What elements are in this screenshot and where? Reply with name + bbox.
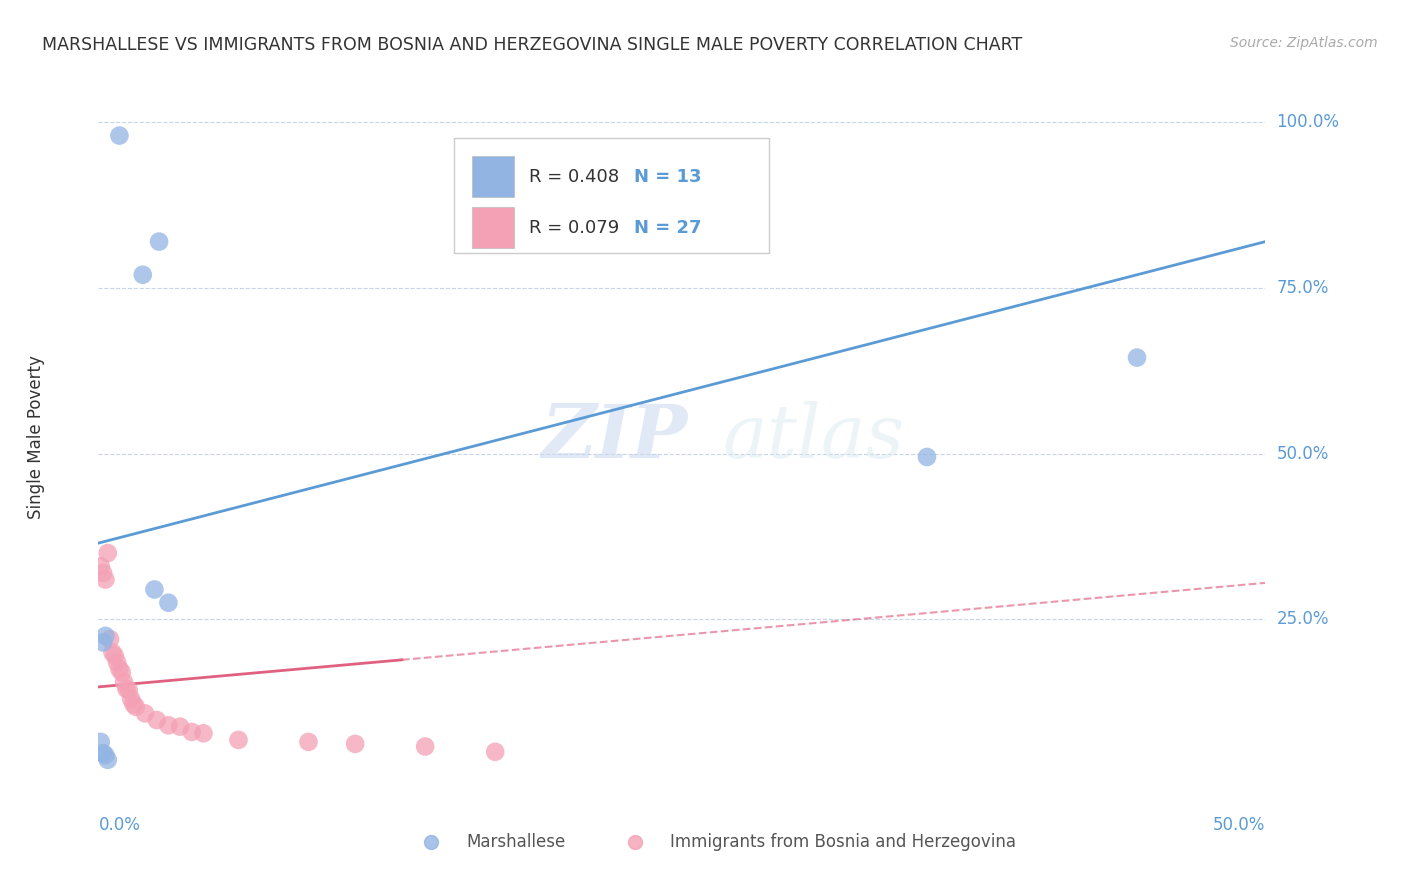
FancyBboxPatch shape [454, 138, 769, 252]
Point [91, 746, 114, 760]
Text: 0.0%: 0.0% [98, 815, 141, 833]
Point [915, 450, 938, 464]
Text: 50.0%: 50.0% [1277, 444, 1329, 463]
Text: R = 0.079: R = 0.079 [529, 219, 619, 236]
Text: Single Male Poverty: Single Male Poverty [27, 355, 45, 519]
Text: Source: ZipAtlas.com: Source: ZipAtlas.com [1230, 36, 1378, 50]
Point [132, 268, 155, 282]
Text: 25.0%: 25.0% [1277, 610, 1329, 628]
Point [169, 720, 191, 734]
Text: 50.0%: 50.0% [1213, 815, 1265, 833]
Text: MARSHALLESE VS IMMIGRANTS FROM BOSNIA AND HERZEGOVINA SINGLE MALE POVERTY CORREL: MARSHALLESE VS IMMIGRANTS FROM BOSNIA AN… [42, 36, 1022, 54]
Point [97, 546, 120, 560]
Point [193, 726, 215, 740]
Point [94, 573, 117, 587]
Point [91, 635, 114, 649]
Point [94, 748, 117, 763]
Point [297, 735, 319, 749]
Point [484, 745, 506, 759]
Point [91, 566, 114, 580]
Point [111, 665, 134, 680]
Point [112, 675, 135, 690]
Point [108, 128, 131, 143]
Point [180, 725, 202, 739]
Text: atlas: atlas [723, 401, 905, 474]
Point [1126, 351, 1149, 365]
Point [122, 697, 145, 711]
Point [115, 681, 138, 696]
Text: N = 27: N = 27 [634, 219, 702, 236]
Point [104, 648, 127, 663]
Point [90, 735, 112, 749]
Text: N = 13: N = 13 [634, 168, 702, 186]
Point [413, 739, 436, 754]
Text: Immigrants from Bosnia and Herzegovina: Immigrants from Bosnia and Herzegovina [671, 833, 1017, 851]
Point [146, 713, 169, 727]
Point [97, 753, 120, 767]
Point [157, 596, 180, 610]
Point [94, 629, 117, 643]
Point [143, 582, 166, 597]
Text: R = 0.408: R = 0.408 [529, 168, 619, 186]
Point [157, 718, 180, 732]
Point [101, 645, 124, 659]
Point [752, 832, 775, 847]
Text: 75.0%: 75.0% [1277, 279, 1329, 297]
FancyBboxPatch shape [472, 207, 513, 248]
Point [105, 656, 128, 670]
Point [120, 691, 142, 706]
Point [134, 706, 156, 721]
Point [98, 632, 121, 647]
Point [125, 699, 148, 714]
Point [228, 732, 250, 747]
Point [108, 662, 131, 676]
Text: ZIP: ZIP [541, 401, 688, 474]
Point [344, 737, 367, 751]
Point [1161, 832, 1184, 847]
Point [148, 235, 170, 249]
Text: Marshallese: Marshallese [465, 833, 565, 851]
Point [90, 559, 112, 574]
Text: 100.0%: 100.0% [1277, 113, 1340, 131]
Point [118, 683, 141, 698]
FancyBboxPatch shape [472, 156, 513, 197]
